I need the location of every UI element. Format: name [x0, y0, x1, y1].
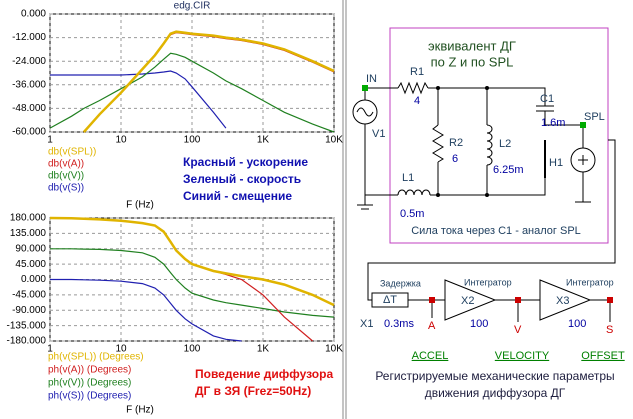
label: L1: [402, 172, 414, 184]
series-line: [49, 216, 335, 307]
y-tick-label: 0.000: [21, 9, 46, 20]
y-tick-label: -180.000: [7, 336, 47, 347]
label: SPL: [584, 111, 605, 123]
x-tick-label: 1K: [257, 344, 270, 355]
y-tick-label: 0.000: [21, 274, 46, 285]
label: Регистрируемые механические параметры: [375, 369, 614, 383]
label: V1: [372, 128, 385, 140]
x-tick-label: 100: [184, 344, 201, 355]
label: 1.6m: [541, 117, 565, 129]
series-line: [50, 248, 335, 318]
label: ACCEL: [412, 350, 449, 362]
series-line: [50, 70, 227, 129]
legend-entry: db(v(V)): [48, 171, 84, 182]
label: Интегратор: [464, 277, 512, 287]
label: 0.3ms: [384, 318, 414, 330]
x-axis-label: F (Hz): [126, 200, 154, 211]
y-tick-label: -12.000: [12, 32, 46, 43]
legend-entry: ph(v(S)) (Degrees): [48, 391, 131, 402]
series-line: [49, 52, 335, 133]
legend-entry: db(v(A)): [48, 159, 84, 170]
label: 100: [568, 318, 586, 330]
series-line: [50, 278, 242, 342]
y-tick-label: -60.000: [12, 127, 46, 138]
x-axis-label: F (Hz): [126, 405, 154, 416]
chart-title: edg.CIR: [174, 1, 211, 12]
label: 0.5m: [400, 208, 424, 220]
y-tick-label: 180.000: [10, 213, 47, 224]
label: эквивалент ДГ: [428, 38, 516, 53]
x-tick-label: 10: [115, 135, 127, 146]
wires: [352, 81, 616, 322]
label: OFFSET: [581, 350, 625, 362]
label: A: [428, 320, 436, 332]
label: IN: [366, 73, 377, 85]
y-tick-label: 135.000: [10, 228, 47, 239]
y-tick-label: -90.000: [12, 305, 46, 316]
legend-entry: ph(v(SPL)) (Degrees): [48, 352, 144, 363]
label: H1: [549, 157, 563, 169]
legend-entry: db(v(S)): [48, 183, 84, 194]
x-tick-label: 10K: [325, 135, 343, 146]
label: X2: [461, 295, 474, 307]
x-tick-label: 1K: [257, 135, 270, 146]
x-tick-label: 1: [47, 135, 53, 146]
label: X1: [360, 318, 373, 330]
label: 6: [452, 153, 458, 165]
label: L2: [499, 138, 511, 150]
legend-entry: db(v(SPL)): [48, 147, 96, 158]
label: Интегратор: [566, 277, 614, 287]
label: X3: [556, 295, 569, 307]
label: R2: [449, 137, 463, 149]
y-tick-label: 45.000: [15, 259, 46, 270]
label: C1: [540, 93, 554, 105]
y-tick-label: 90.000: [15, 243, 46, 254]
label: VELOCITY: [495, 350, 550, 362]
label: Сила тока через C1 - аналог SPL: [411, 225, 581, 237]
x-tick-label: 10K: [325, 344, 343, 355]
x-tick-label: 10: [115, 344, 127, 355]
y-tick-label: -45.000: [12, 290, 46, 301]
label: 4: [414, 95, 420, 107]
x-tick-label: 100: [184, 135, 201, 146]
annotation: Поведение диффузора: [195, 367, 333, 381]
label: ΔT: [383, 294, 397, 306]
charts: edg.CIR 0.000 -12.000 -24.000 -36.000 -48.000…: [7, 1, 344, 416]
annotation: Красный - ускорение: [183, 155, 308, 169]
y-tick-label: -48.000: [12, 103, 46, 114]
label: S: [606, 324, 613, 336]
frame: [389, 27, 609, 244]
label: 6.25m: [493, 164, 524, 176]
y-tick-label: -135.000: [7, 320, 47, 331]
label: по Z и по SPL: [431, 54, 514, 69]
legend-entry: ph(v(A)) (Degrees): [48, 365, 131, 376]
y-tick-label: -36.000: [12, 79, 46, 90]
annotation: ДГ в ЗЯ (Frez=50Hz): [195, 384, 311, 398]
schematic: эквивалент ДГ по Z и по SPL IN R1 4 V1 R…: [352, 27, 625, 400]
label: Задержка: [380, 278, 421, 288]
plot-area: [49, 13, 335, 133]
y-tick-label: -24.000: [12, 56, 46, 67]
annotation: Синий - смещение: [183, 189, 292, 203]
label: R1: [410, 66, 424, 78]
label: V: [514, 324, 522, 336]
label: 100: [470, 318, 488, 330]
x-tick-label: 1: [47, 344, 53, 355]
annotation: Зеленый - скорость: [183, 172, 301, 186]
series-line: [82, 30, 335, 133]
legend-entry: ph(v(V)) (Degrees): [48, 378, 131, 389]
label: движения диффузора ДГ: [425, 386, 566, 400]
